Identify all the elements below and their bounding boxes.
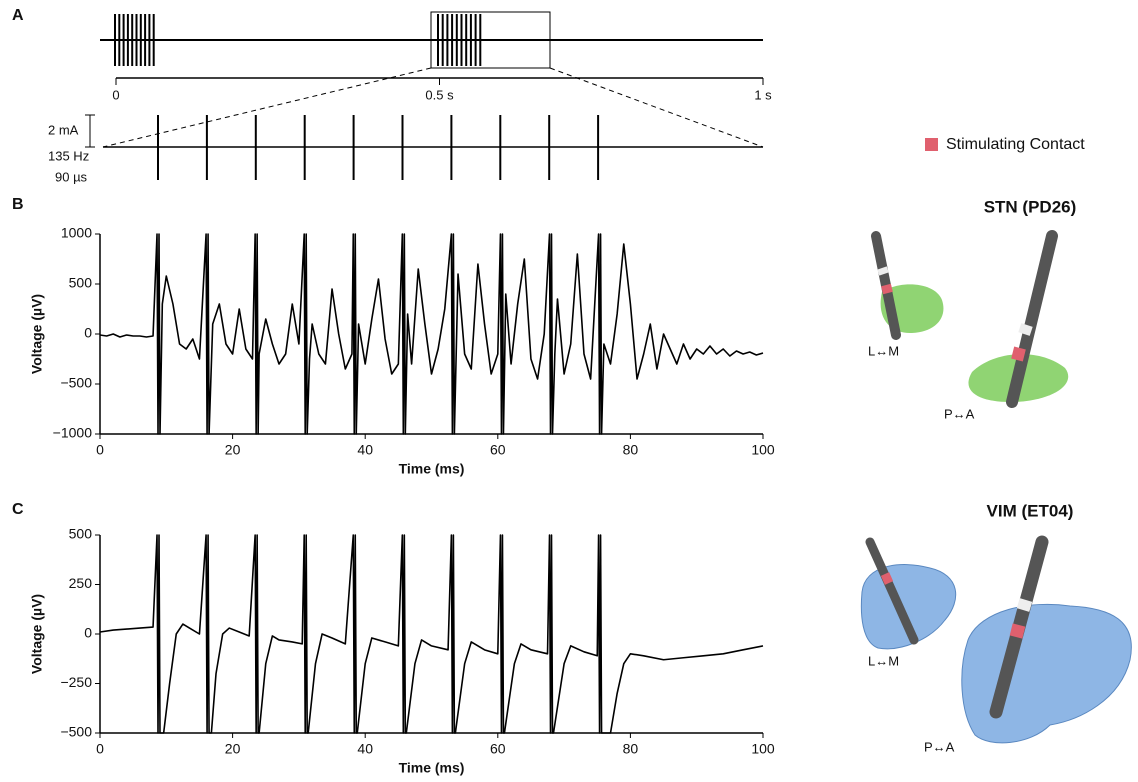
contact bbox=[885, 574, 889, 583]
tick-label: 0.5 s bbox=[425, 87, 454, 102]
x-tick-label: 0 bbox=[96, 741, 104, 757]
y-axis-label: Voltage (µV) bbox=[29, 294, 45, 374]
scale-label: 2 mA bbox=[48, 122, 79, 137]
stn-rendering bbox=[876, 236, 1068, 402]
x-axis-label: Time (ms) bbox=[399, 760, 465, 776]
y-tick-label: −500 bbox=[60, 724, 92, 740]
anatomy-title: VIM (ET04) bbox=[987, 501, 1074, 520]
y-tick-label: −250 bbox=[60, 674, 92, 690]
contact bbox=[1016, 625, 1019, 637]
trace bbox=[100, 535, 763, 733]
stimulation-schematic bbox=[85, 12, 763, 180]
x-tick-label: 60 bbox=[490, 741, 506, 757]
x-tick-label: 80 bbox=[623, 741, 639, 757]
tick-label: 1 s bbox=[754, 87, 772, 102]
contact bbox=[1024, 325, 1027, 334]
vim-volume bbox=[962, 604, 1132, 743]
y-tick-label: 500 bbox=[69, 275, 93, 291]
y-tick-label: 250 bbox=[69, 575, 93, 591]
orientation-label: P↔A bbox=[924, 739, 955, 754]
x-tick-label: 40 bbox=[357, 741, 373, 757]
panel-label: B bbox=[12, 196, 24, 213]
x-tick-label: 20 bbox=[225, 442, 241, 458]
panel-label: C bbox=[12, 501, 24, 518]
y-tick-label: 0 bbox=[84, 325, 92, 341]
legend-label: Stimulating Contact bbox=[946, 136, 1085, 153]
contact bbox=[886, 285, 888, 293]
x-tick-label: 20 bbox=[225, 741, 241, 757]
x-tick-label: 0 bbox=[96, 442, 104, 458]
figure: A B C 2 mA 135 Hz 90 µs Stimulating Cont… bbox=[0, 0, 1138, 782]
x-tick-label: 100 bbox=[751, 442, 775, 458]
x-axis-label: Time (ms) bbox=[399, 461, 465, 477]
y-tick-label: −500 bbox=[60, 375, 92, 391]
zoom-line bbox=[103, 68, 431, 147]
page: { "panel_labels": ["A", "B", "C"], "pane… bbox=[0, 0, 1138, 782]
x-tick-label: 40 bbox=[357, 442, 373, 458]
orientation-label: L↔M bbox=[868, 343, 899, 358]
x-tick-label: 60 bbox=[490, 442, 506, 458]
trace bbox=[100, 234, 763, 434]
vim-rendering bbox=[861, 542, 1131, 743]
panel-label: A bbox=[12, 7, 24, 24]
x-tick-label: 100 bbox=[751, 741, 775, 757]
y-axis-label: Voltage (µV) bbox=[29, 594, 45, 674]
pulse-width-label: 90 µs bbox=[55, 169, 88, 184]
tick-label: 0 bbox=[112, 87, 119, 102]
y-tick-label: −1000 bbox=[53, 425, 93, 441]
frequency-label: 135 Hz bbox=[48, 148, 89, 163]
orientation-label: L↔M bbox=[868, 653, 899, 668]
zoom-line bbox=[550, 68, 763, 147]
contact bbox=[882, 268, 884, 274]
y-tick-label: 1000 bbox=[61, 225, 92, 241]
y-tick-label: 0 bbox=[84, 625, 92, 641]
contact bbox=[1017, 348, 1020, 360]
contact bbox=[1023, 600, 1026, 610]
legend-swatch bbox=[925, 138, 938, 151]
orientation-label: P↔A bbox=[944, 406, 975, 421]
x-tick-label: 80 bbox=[623, 442, 639, 458]
anatomy-title: STN (PD26) bbox=[984, 197, 1077, 216]
y-tick-label: 500 bbox=[69, 526, 93, 542]
